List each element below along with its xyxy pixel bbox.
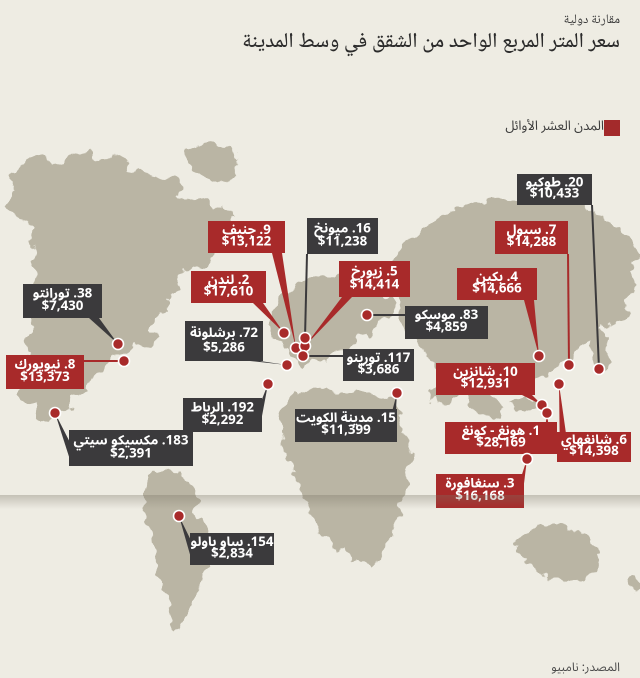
svg-text:$14,398: $14,398: [569, 437, 619, 465]
svg-text:$7,430: $7,430: [42, 292, 84, 320]
svg-text:$2,391: $2,391: [110, 439, 152, 467]
svg-text:$14,666: $14,666: [472, 274, 522, 302]
svg-text:$5,286: $5,286: [203, 333, 245, 361]
svg-text:$2,834: $2,834: [211, 539, 253, 567]
svg-text:$13,373: $13,373: [20, 363, 70, 391]
svg-text:$17,610: $17,610: [204, 277, 254, 305]
svg-text:$10,433: $10,433: [530, 180, 580, 208]
svg-text:$2,292: $2,292: [202, 406, 244, 434]
svg-text:$3,686: $3,686: [358, 355, 400, 383]
svg-text:$4,859: $4,859: [426, 313, 468, 341]
svg-text:$28,169: $28,169: [476, 428, 526, 456]
svg-text:$11,238: $11,238: [318, 227, 368, 255]
svg-text:$14,414: $14,414: [350, 270, 400, 298]
svg-text:$11,399: $11,399: [321, 416, 371, 444]
svg-text:$13,122: $13,122: [222, 227, 272, 255]
svg-text:$14,288: $14,288: [507, 228, 557, 256]
svg-text:$12,931: $12,931: [461, 369, 510, 397]
